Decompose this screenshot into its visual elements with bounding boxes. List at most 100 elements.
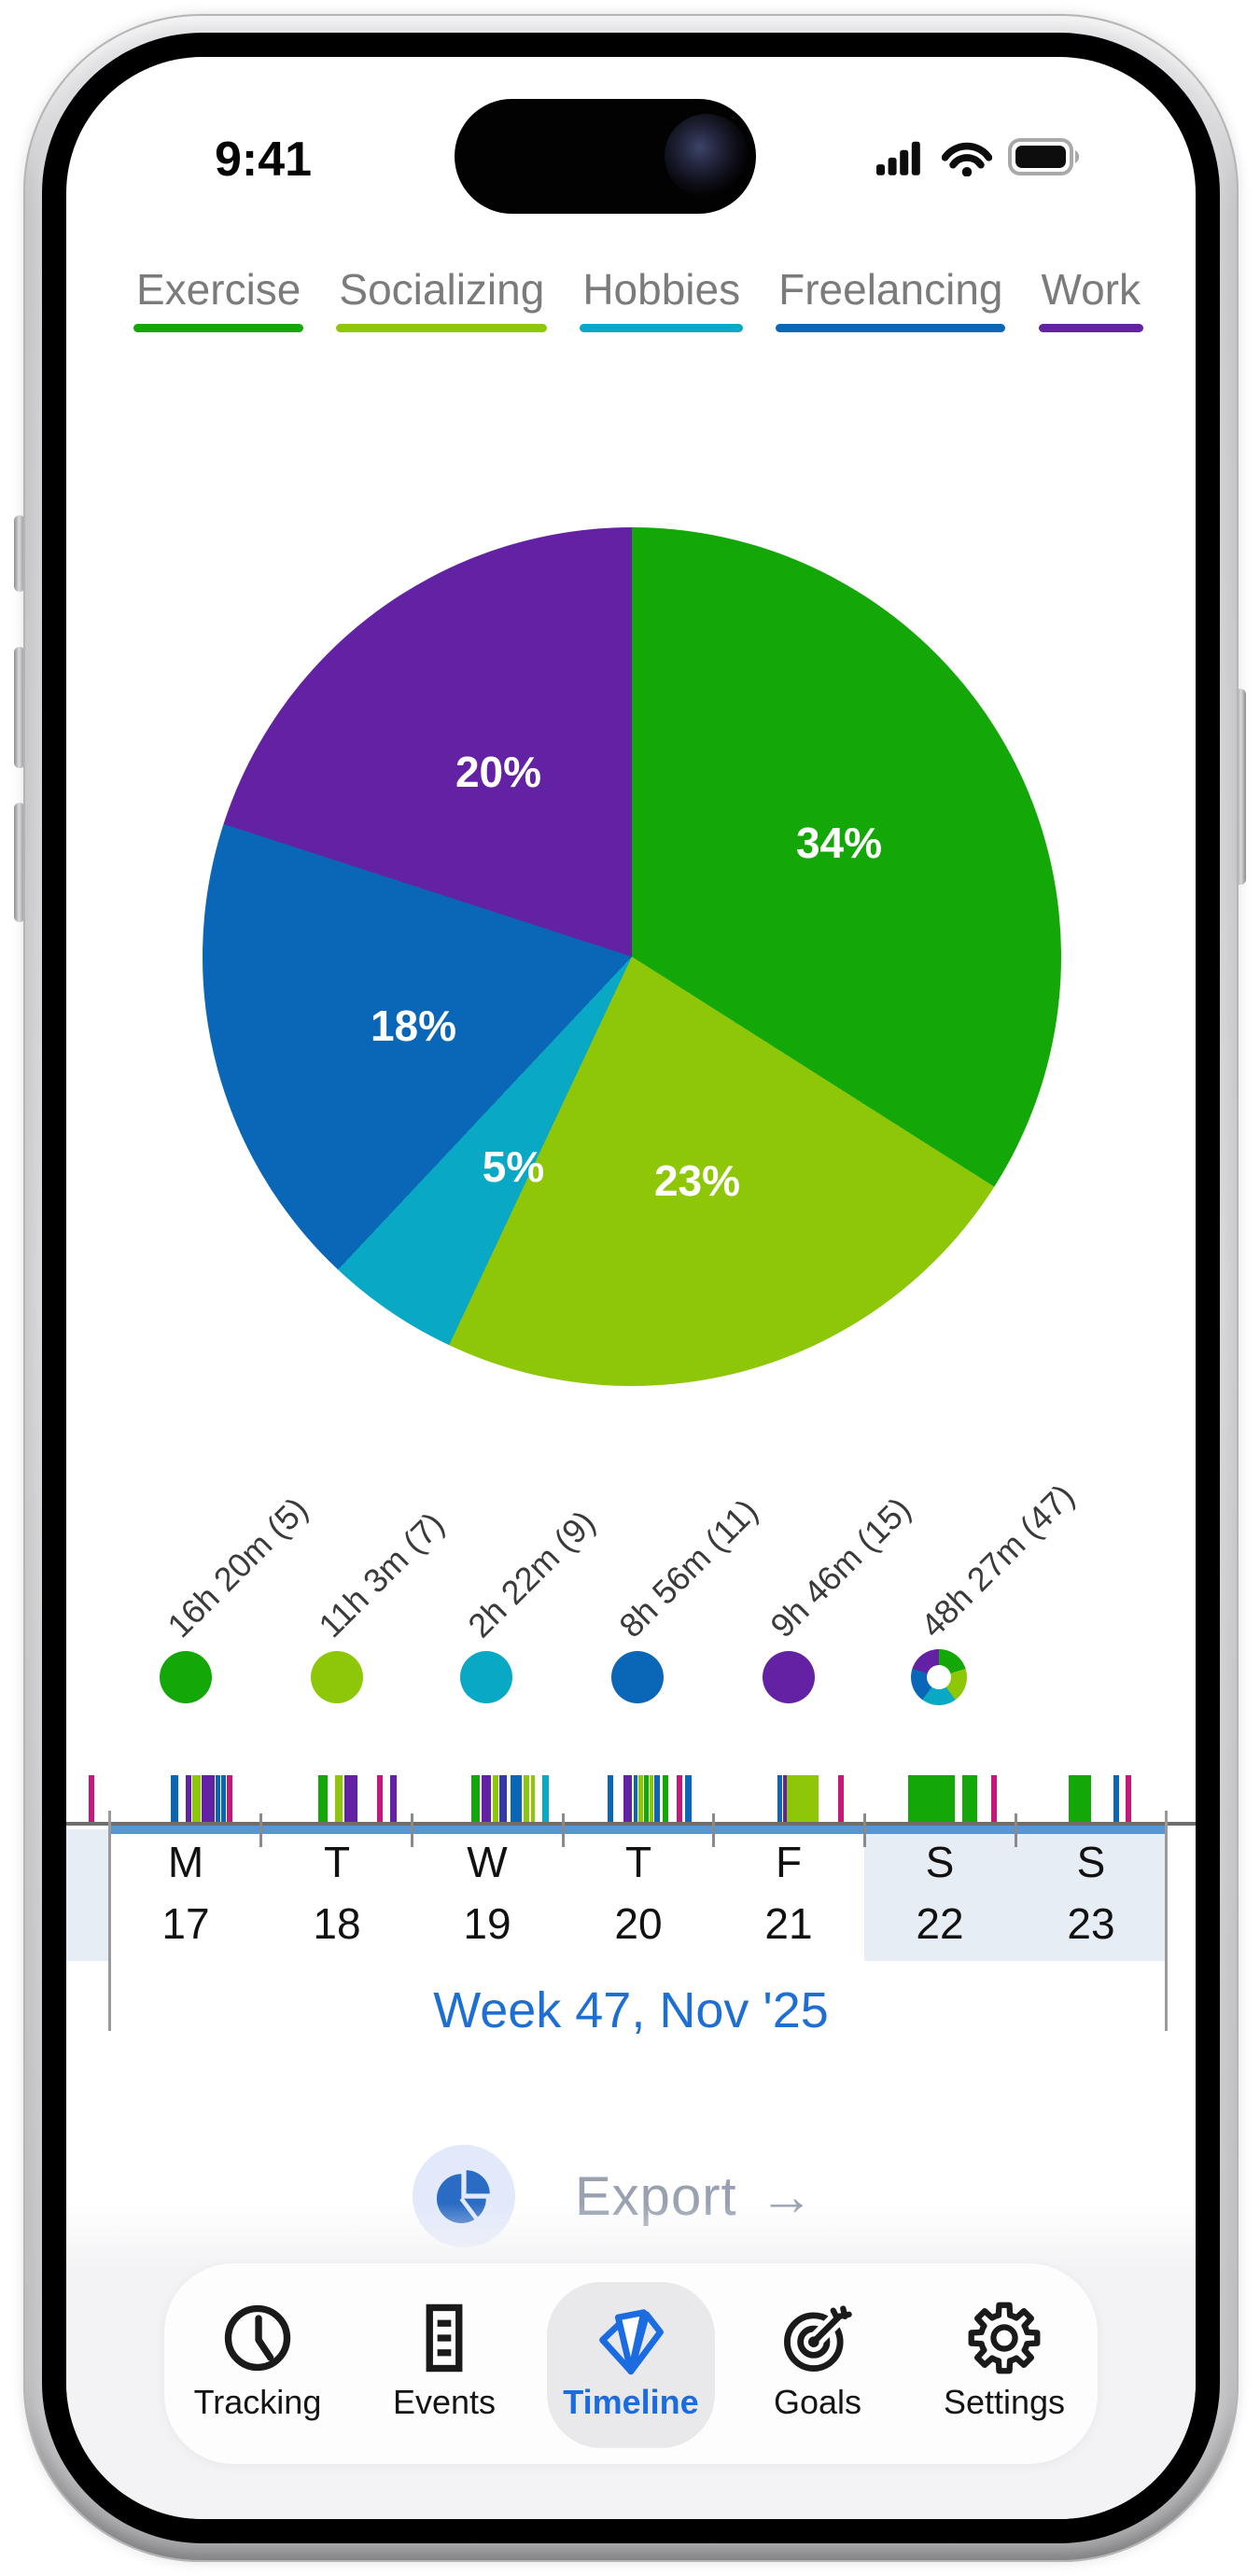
event-bar <box>991 1775 997 1822</box>
target-icon <box>784 2305 852 2372</box>
cellular-signal-icon <box>876 141 920 175</box>
category-underline <box>1038 324 1143 332</box>
legend-total-donut <box>911 1649 967 1705</box>
day-tick <box>712 1813 715 1847</box>
category-underline <box>133 324 304 332</box>
event-bar <box>663 1775 668 1822</box>
week-boundary-tick <box>1165 1811 1168 2031</box>
event-bar <box>202 1775 215 1822</box>
category-underline <box>580 324 744 332</box>
day-tick <box>562 1813 565 1847</box>
tab-item-events[interactable]: Events <box>351 2299 538 2422</box>
legend-label: 11h 3m (7) <box>311 1505 452 1645</box>
event-bar <box>1069 1775 1091 1822</box>
list-icon <box>426 2303 463 2373</box>
event-bar <box>608 1775 613 1822</box>
event-bar <box>524 1775 529 1822</box>
tab-item-goals[interactable]: Goals <box>724 2299 911 2422</box>
day-tick <box>1015 1813 1017 1847</box>
legend-dot <box>763 1651 815 1703</box>
day-letter: T <box>624 1838 652 1886</box>
day-cell-5[interactable]: S 22 <box>864 1835 1015 1961</box>
day-number: 17 <box>161 1899 210 1948</box>
timeline-axis <box>66 1822 1196 1826</box>
pie-chart[interactable] <box>203 527 1061 1386</box>
category-tab-socializing[interactable]: Socializing <box>336 264 548 332</box>
day-letter: M <box>167 1838 204 1886</box>
category-tab-work[interactable]: Work <box>1038 264 1143 332</box>
day-number: 21 <box>764 1899 813 1948</box>
event-bar <box>531 1775 535 1822</box>
tab-label: Goals <box>773 2383 862 2421</box>
day-number: 18 <box>313 1899 361 1948</box>
pie-slice-label-work: 20% <box>455 748 542 796</box>
event-bar <box>685 1775 692 1822</box>
event-bar <box>318 1775 328 1822</box>
tab-label: Tracking <box>193 2383 322 2421</box>
tab-label: Events <box>392 2383 497 2421</box>
event-bar <box>962 1775 977 1822</box>
battery-icon <box>1008 138 1080 175</box>
category-tab-exercise[interactable]: Exercise <box>133 264 304 332</box>
action-button[interactable] <box>14 515 25 592</box>
front-camera-icon <box>665 114 749 198</box>
event-bar <box>787 1775 819 1822</box>
event-bar <box>221 1775 226 1822</box>
legend-dot <box>311 1651 363 1703</box>
event-bar <box>650 1775 653 1822</box>
event-bar <box>511 1775 522 1822</box>
tab-item-timeline[interactable]: Timeline <box>538 2299 724 2422</box>
event-bar <box>377 1775 383 1822</box>
legend-dot <box>611 1651 664 1703</box>
tab-item-tracking[interactable]: Tracking <box>164 2299 351 2422</box>
day-cell-0[interactable]: M 17 <box>110 1835 261 1961</box>
day-tick <box>863 1813 866 1847</box>
event-bar <box>1126 1775 1131 1822</box>
day-number: 22 <box>916 1899 964 1948</box>
event-bar <box>493 1775 498 1822</box>
day-tick <box>411 1813 413 1847</box>
day-number: 19 <box>463 1899 511 1948</box>
event-bar <box>783 1775 787 1822</box>
dynamic-island <box>455 99 756 214</box>
event-bar <box>499 1775 507 1822</box>
event-bar <box>192 1775 201 1822</box>
event-bar <box>186 1775 191 1822</box>
category-tab-freelancing[interactable]: Freelancing <box>776 264 1006 332</box>
weekend-highlight <box>864 1834 1167 1961</box>
day-number: 20 <box>614 1899 663 1948</box>
gear-icon <box>968 2302 1041 2374</box>
category-tab-label: Exercise <box>136 265 301 314</box>
wifi-icon <box>942 142 992 176</box>
legend-label: 2h 22m (9) <box>460 1503 603 1645</box>
category-tab-label: Work <box>1041 265 1141 314</box>
volume-down-button[interactable] <box>14 803 25 922</box>
category-tab-hobbies[interactable]: Hobbies <box>580 264 744 332</box>
event-bar <box>634 1775 637 1822</box>
event-bar <box>390 1775 397 1822</box>
pie-slice-label-exercise: 34% <box>795 819 883 867</box>
status-time: 9:41 <box>214 133 313 187</box>
category-tab-label: Hobbies <box>582 265 741 314</box>
volume-up-button[interactable] <box>14 647 25 768</box>
app-screen: 9:41 <box>66 57 1196 2519</box>
day-cell-6[interactable]: S 23 <box>1015 1835 1167 1961</box>
category-tab-label: Socializing <box>339 265 545 314</box>
event-bar <box>644 1775 649 1822</box>
tab-item-settings[interactable]: Settings <box>911 2299 1098 2422</box>
day-cell-3[interactable]: T 20 <box>563 1835 714 1961</box>
tab-label: Settings <box>943 2383 1066 2421</box>
day-cell-1[interactable]: T 18 <box>261 1835 413 1961</box>
day-cell-4[interactable]: F 21 <box>713 1835 864 1961</box>
day-cell-2[interactable]: W 19 <box>412 1835 563 1961</box>
pie-slice-label-socializing: 23% <box>653 1156 741 1205</box>
event-bar <box>542 1775 549 1822</box>
event-bar <box>216 1775 220 1822</box>
donut-hole <box>927 1665 951 1689</box>
tab-label: Timeline <box>563 2383 699 2421</box>
event-bar <box>171 1775 178 1822</box>
legend-label: 8h 56m (11) <box>611 1491 765 1645</box>
event-bar <box>1113 1775 1119 1822</box>
category-tabs: Exercise Socializing Hobbies Freelancing <box>133 264 1143 332</box>
event-bar <box>482 1775 491 1822</box>
